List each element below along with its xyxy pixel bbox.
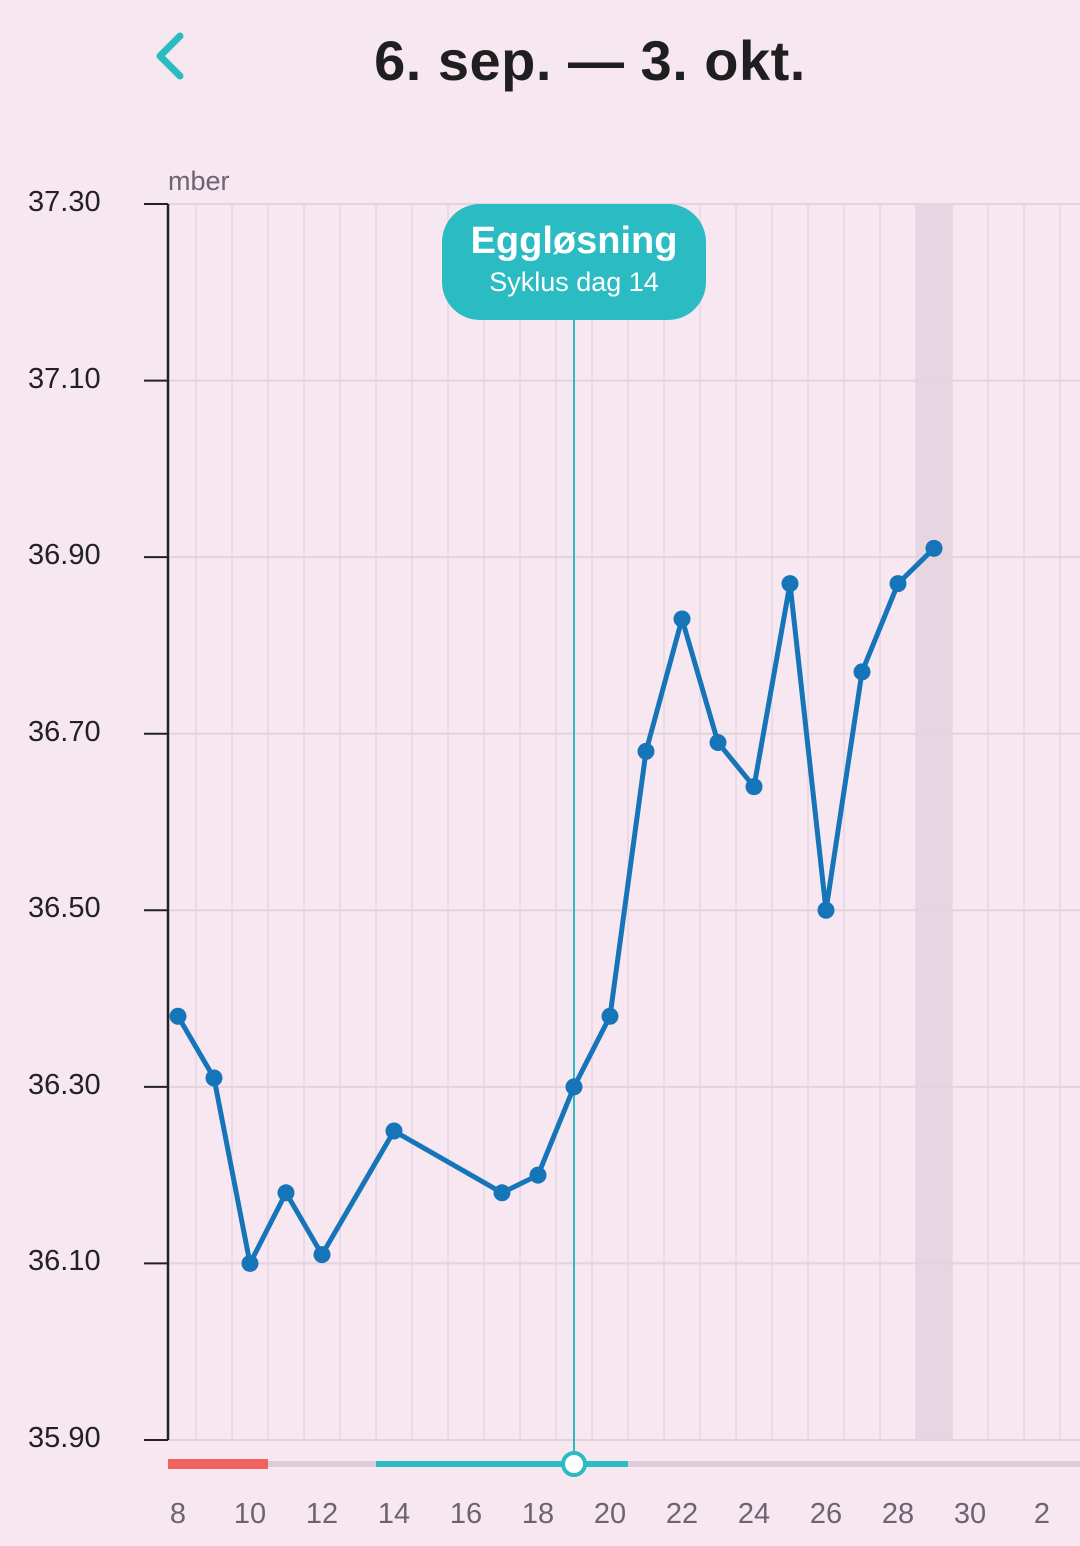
- temperature-point: [529, 1166, 547, 1184]
- y-tick-label: 36.10: [28, 1245, 101, 1278]
- x-tick-label: 10: [233, 1498, 267, 1530]
- x-tick-label: 2: [1033, 1498, 1051, 1530]
- x-tick-label: 26: [809, 1498, 843, 1530]
- x-tick-label: 22: [665, 1498, 699, 1530]
- temperature-point: [709, 734, 727, 752]
- ovulation-badge[interactable]: Eggløsning Syklus dag 14: [442, 204, 706, 320]
- temperature-point: [313, 1246, 331, 1264]
- x-tick-label: 20: [593, 1498, 627, 1530]
- back-button[interactable]: [140, 28, 196, 84]
- x-tick-label: 12: [305, 1498, 339, 1530]
- y-tick-label: 36.50: [28, 892, 101, 925]
- temperature-point: [493, 1184, 511, 1202]
- y-tick-label: 37.10: [28, 362, 101, 395]
- temperature-point: [673, 610, 691, 628]
- x-tick-label: 28: [881, 1498, 915, 1530]
- ovulation-title: Eggløsning: [470, 220, 678, 262]
- temperature-point: [385, 1122, 403, 1140]
- temperature-point: [817, 901, 835, 919]
- temperature-point: [925, 539, 943, 557]
- temperature-point: [745, 778, 763, 796]
- y-tick-label: 35.90: [28, 1422, 101, 1454]
- temperature-point: [601, 1007, 619, 1025]
- y-tick-label: 36.90: [28, 539, 101, 572]
- header: 6. sep. — 3. okt.: [0, 0, 1080, 130]
- temperature-point: [565, 1078, 583, 1096]
- page-title: 6. sep. — 3. okt.: [374, 29, 806, 92]
- x-tick-label: 8: [169, 1498, 187, 1530]
- y-tick-label: 37.30: [28, 186, 101, 218]
- x-tick-label: 24: [737, 1498, 771, 1530]
- temperature-point: [241, 1254, 259, 1272]
- temperature-point: [637, 742, 655, 760]
- ovulation-subtitle: Syklus dag 14: [489, 267, 659, 297]
- x-tick-label: 30: [953, 1498, 987, 1530]
- temperature-point: [169, 1007, 187, 1025]
- unit-label: mber: [168, 166, 230, 196]
- temperature-point: [853, 663, 871, 681]
- temperature-point: [205, 1069, 223, 1087]
- x-tick-label: 16: [449, 1498, 483, 1530]
- x-tick-label: 18: [521, 1498, 555, 1530]
- x-tick-label: 14: [377, 1498, 411, 1530]
- temperature-point: [781, 575, 799, 593]
- chevron-left-icon: [156, 32, 184, 80]
- temperature-point: [889, 575, 907, 593]
- ovulation-marker: [561, 1451, 587, 1477]
- y-tick-label: 36.70: [28, 715, 101, 748]
- y-tick-label: 36.30: [28, 1068, 101, 1101]
- temperature-point: [277, 1184, 295, 1202]
- today-column-highlight: [916, 204, 952, 1440]
